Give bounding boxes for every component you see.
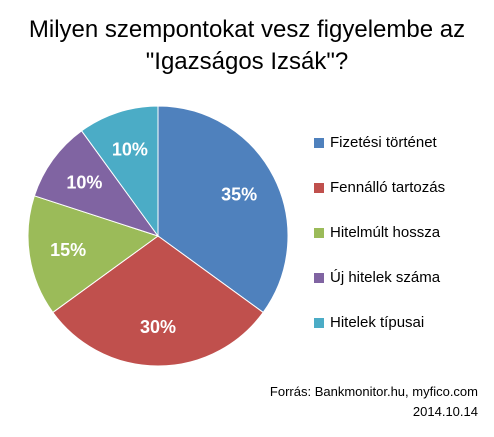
pie-label-fennallo-tartozas: 30% [140,317,176,337]
pie-slice-fennallo-tartozas [52,235,264,367]
source-date: 2014.10.14 [412,404,478,419]
chart-legend: Fizetési történet Fennálló tartozás Hite… [314,131,445,356]
pie-slice-hitelmult-hossza [27,195,160,314]
pie-slice-fizetesi-tortenet [157,105,289,314]
source-line: Forrás: Bankmonitor.hu, myfico.com [269,384,478,399]
legend-label: Hitelmúlt hossza [330,224,441,241]
pie-slice-uj-hitelek-szama [33,130,160,237]
legend-item-fennallo-tartozas: Fennálló tartozás [314,176,445,199]
pie-label-hitelek-tipusai: 10% [112,139,148,159]
legend-swatch [314,317,324,328]
legend-swatch [314,182,324,193]
pie-label-uj-hitelek-szama: 10% [66,173,102,193]
chart-title-line-1: Milyen szempontokat vesz figyelembe az [28,16,466,43]
legend-label: Fizetési történet [330,134,437,151]
legend-item-hitelek-tipusai: Hitelek típusai [314,311,445,334]
pie-slice-hitelek-tipusai [80,105,159,238]
legend-swatch [314,227,324,238]
chart-title-line-2: "Igazságos Izsák"? [145,48,349,75]
legend-label: Hitelek típusai [330,314,425,331]
chart-title: Milyen szempontokat vesz figyelembe az "… [0,14,494,78]
pie-label-hitelmult-hossza: 15% [50,240,86,260]
legend-item-uj-hitelek-szama: Új hitelek száma [314,266,445,289]
pie-label-fizetesi-tortenet: 35% [221,185,257,205]
source-note: Forrás: Bankmonitor.hu, myfico.com 2014.… [270,382,478,422]
legend-label: Új hitelek száma [330,269,441,286]
legend-item-hitelmult-hossza: Hitelmúlt hossza [314,221,445,244]
legend-swatch [314,272,324,283]
legend-label: Fennálló tartozás [330,179,446,196]
legend-swatch [314,137,324,148]
legend-item-fizetesi-tortenet: Fizetési történet [314,131,445,154]
